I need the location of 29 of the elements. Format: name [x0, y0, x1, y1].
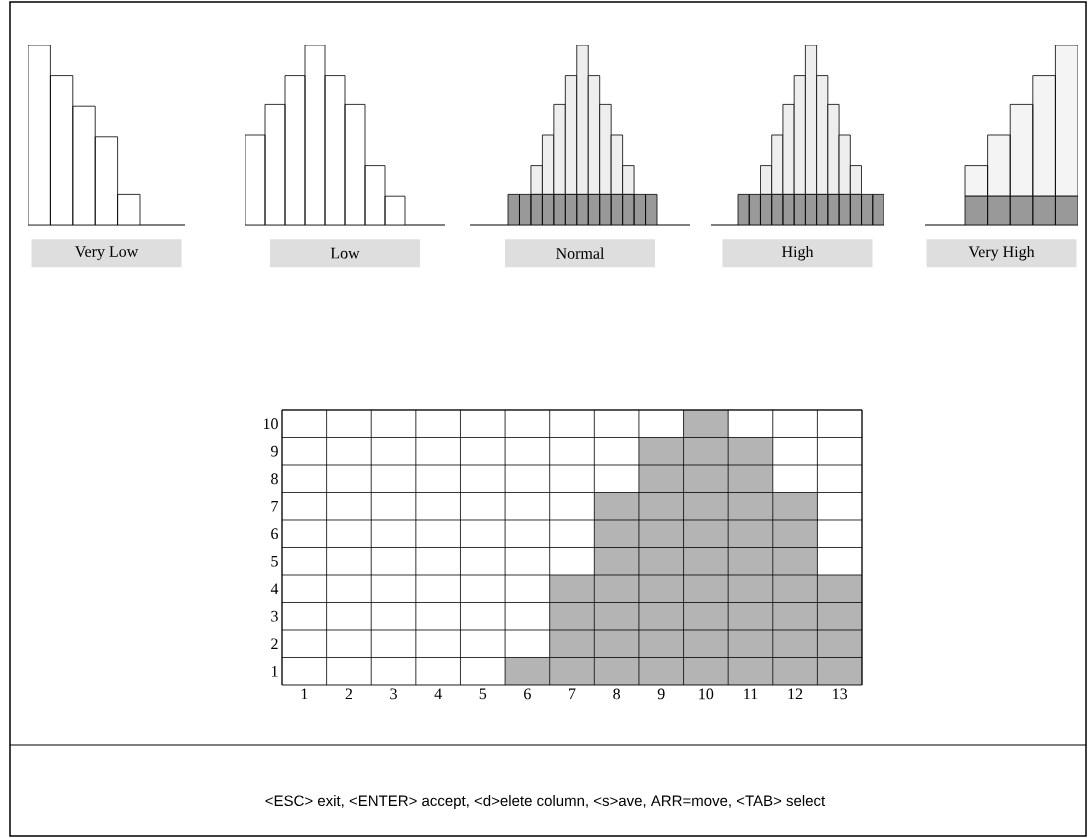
y-tick-label: 4	[270, 583, 279, 595]
x-axis-title: Low	[330, 247, 360, 259]
y-tick-label: 2	[271, 638, 278, 650]
x-tick-label: 5	[479, 688, 487, 700]
y-tick-label: 9	[271, 445, 278, 457]
x-tick-label: 9	[657, 688, 665, 700]
x-tick-label: 4	[434, 688, 442, 700]
y-tick-label: 8	[271, 473, 278, 485]
y-tick-label: 10	[263, 418, 278, 430]
x-tick-label: 10	[699, 688, 714, 700]
y-tick-label: 3	[271, 610, 278, 622]
text: <ESC> exit, <ENTER> accept, <d>elete column, <s>ave, ARR=move, <TAB> select	[265, 795, 826, 809]
y-tick-label: 5	[271, 555, 278, 567]
x-tick-label: 6	[524, 688, 531, 700]
x-axis-title: Very Low	[74, 246, 139, 261]
x-tick-label: 11	[744, 688, 758, 700]
x-tick-label: 8	[613, 688, 621, 700]
x-tick-label: 1	[301, 688, 308, 700]
y-tick-label: 1	[271, 665, 278, 677]
x-axis-title: Normal	[556, 247, 605, 259]
x-tick-label: 7	[569, 688, 576, 699]
x-tick-label: 3	[390, 688, 397, 700]
x-tick-label: 13	[833, 688, 848, 700]
x-tick-label: 2	[345, 688, 353, 700]
y-tick-label: 7	[271, 501, 279, 512]
x-axis-title: Very High	[968, 245, 1035, 261]
x-tick-label: 12	[788, 688, 803, 700]
y-tick-label: 6	[271, 528, 279, 540]
x-axis-title: High	[781, 245, 814, 261]
